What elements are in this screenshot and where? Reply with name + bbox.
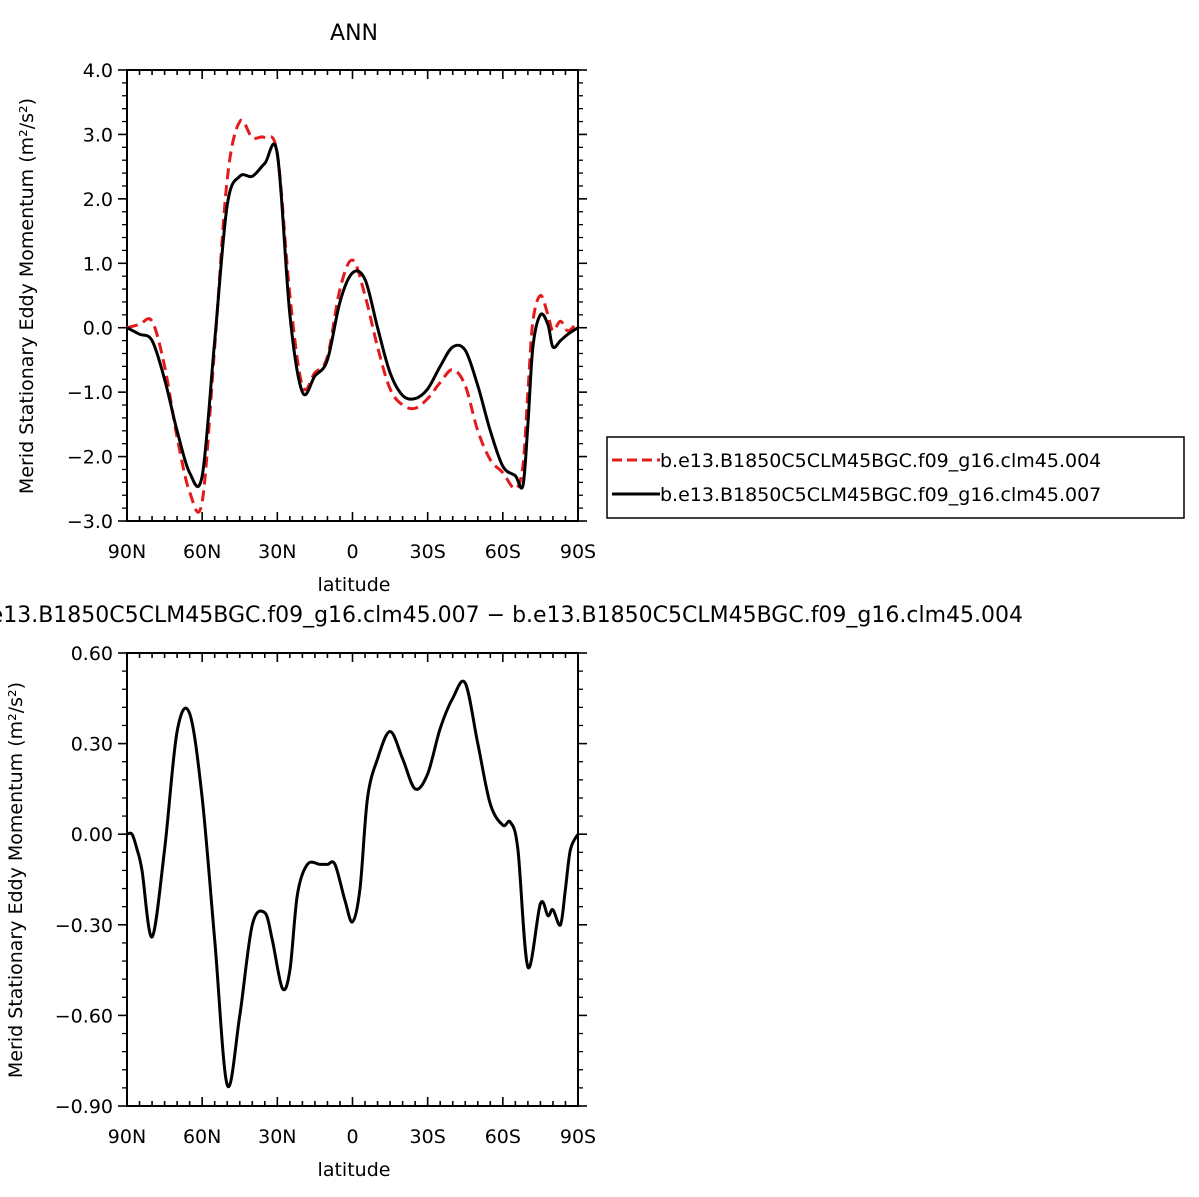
top-y-tick-label: −1.0 — [67, 382, 113, 404]
top-x-axis-label: latitude — [318, 574, 391, 596]
bottom-y-axis-label: Merid Stationary Eddy Momentum (m²/s²) — [5, 682, 27, 1078]
top-x-tick-label: 30S — [410, 541, 446, 563]
legend-box — [606, 436, 1185, 519]
top-y-tick-label: 1.0 — [83, 253, 113, 275]
bottom-y-tick-label: −0.30 — [55, 915, 113, 937]
top-chart-title: ANN — [330, 21, 378, 46]
top-y-tick-label: 0.0 — [83, 318, 113, 340]
top-x-tick-label: 0 — [346, 541, 358, 563]
legend-label-1: b.e13.B1850C5CLM45BGC.f09_g16.clm45.007 — [660, 484, 1101, 506]
bottom-y-tick-label: 0.00 — [71, 824, 113, 846]
top-x-tick-label: 90N — [108, 541, 146, 563]
bottom-chart-title: b.e13.B1850C5CLM45BGC.f09_g16.clm45.007 … — [0, 603, 1023, 628]
bottom-y-tick-label: −0.60 — [55, 1005, 113, 1027]
bottom-x-tick-label: 30S — [410, 1126, 446, 1148]
bottom-x-tick-label: 0 — [346, 1126, 358, 1148]
top-panel: ANN Merid Stationary Eddy Momentum (m²/s… — [16, 21, 1185, 596]
top-y-axis-label: Merid Stationary Eddy Momentum (m²/s²) — [16, 98, 38, 494]
bottom-x-tick-label: 60N — [183, 1126, 221, 1148]
top-y-tick-label: −2.0 — [67, 447, 113, 469]
top-x-tick-label: 30N — [258, 541, 296, 563]
bottom-series-line-0 — [126, 679, 580, 1089]
bottom-x-tick-label: 90N — [108, 1126, 146, 1148]
top-series-line-1 — [126, 142, 579, 490]
bottom-x-tick-label: 90S — [560, 1126, 596, 1148]
bottom-plot-frame — [126, 652, 579, 1107]
top-y-tick-label: 2.0 — [83, 189, 113, 211]
top-x-tick-label: 60S — [485, 541, 521, 563]
top-x-tick-label: 60N — [183, 541, 221, 563]
bottom-x-tick-label: 60S — [485, 1126, 521, 1148]
legend-label-0: b.e13.B1850C5CLM45BGC.f09_g16.clm45.004 — [660, 450, 1101, 472]
top-x-tick-label: 90S — [560, 541, 596, 563]
top-plot-frame — [126, 69, 579, 522]
top-y-tick-label: 3.0 — [83, 124, 113, 146]
bottom-x-axis-label: latitude — [318, 1159, 391, 1181]
top-series-line-0 — [126, 118, 580, 514]
top-y-tick-label: −3.0 — [67, 511, 113, 533]
bottom-y-tick-label: 0.60 — [71, 643, 113, 665]
bottom-y-tick-label: 0.30 — [71, 734, 113, 756]
top-y-tick-label: 4.0 — [83, 60, 113, 82]
bottom-panel: b.e13.B1850C5CLM45BGC.f09_g16.clm45.007 … — [0, 603, 1023, 1181]
legend: b.e13.B1850C5CLM45BGC.f09_g16.clm45.004b… — [606, 436, 1185, 519]
bottom-x-tick-label: 30N — [258, 1126, 296, 1148]
bottom-y-tick-label: −0.90 — [55, 1096, 113, 1118]
